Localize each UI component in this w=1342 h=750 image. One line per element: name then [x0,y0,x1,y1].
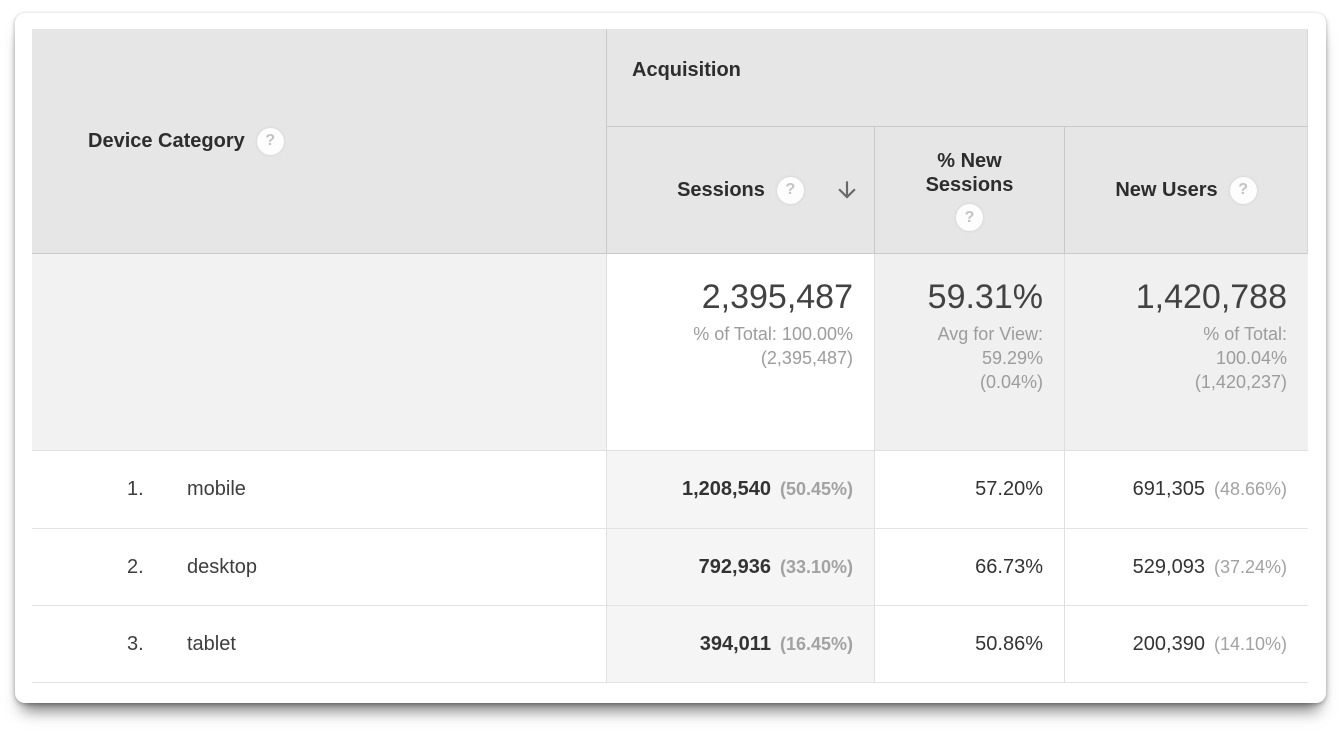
summary-sessions-line1: % of Total: 100.00% [693,324,853,344]
help-icon[interactable]: ? [956,204,983,231]
new-users-value: 200,390 [1132,632,1205,655]
sessions-percent: (16.45%) [779,633,853,654]
summary-percent-new-sessions: 59.31% Avg for View: 59.29% (0.04%) [874,254,1064,451]
table-cell-new-users: 529,093 (37.24%) [1064,529,1308,606]
summary-sessions: 2,395,487 % of Total: 100.00% (2,395,487… [606,254,874,451]
summary-new-sessions-line3: (0.04%) [979,372,1043,392]
summary-new-users-line2: 100.04% [1215,348,1287,368]
new-sessions-value: 66.73% [975,555,1043,578]
sort-descending-icon[interactable] [834,177,860,203]
row-index: 2. [127,555,144,578]
table-cell-sessions: 1,208,540 (50.45%) [606,451,874,529]
sessions-value: 394,011 [699,632,771,655]
percent-new-sessions-label: % New Sessions [925,150,1014,196]
acquisition-label: Acquisition [632,59,741,81]
table-cell-percent-new-sessions: 50.86% [874,606,1064,683]
row-dimension-value: desktop [187,555,258,578]
new-users-percent: (37.24%) [1213,556,1287,577]
row-index: 1. [127,478,144,500]
summary-new-users-line3: (1,420,237) [1194,372,1287,392]
summary-new-sessions-line1: Avg for View: [937,324,1043,344]
sessions-value: 1,208,540 [681,478,771,500]
summary-dimension-cell [32,254,606,451]
screenshot-frame: Device Category ? Acquisition Sessions ?… [15,13,1326,703]
sessions-value: 792,936 [698,555,771,578]
new-users-percent: (14.10%) [1213,633,1287,654]
column-header-new-users[interactable]: New Users ? [1064,127,1308,254]
new-users-percent: (48.66%) [1213,479,1287,499]
new-users-value: 529,093 [1132,555,1205,578]
summary-sessions-value: 2,395,487 [701,278,853,316]
column-header-percent-new-sessions[interactable]: % New Sessions ? [874,127,1064,254]
group-header-acquisition: Acquisition [606,29,1308,127]
new-users-label: New Users [1115,178,1218,201]
help-icon[interactable]: ? [1229,176,1257,204]
summary-new-users: 1,420,788 % of Total: 100.04% (1,420,237… [1064,254,1308,451]
table-row-label: 3. tablet [32,606,606,683]
help-icon[interactable]: ? [256,127,284,155]
column-header-sessions[interactable]: Sessions ? [606,127,874,254]
new-sessions-value: 50.86% [975,632,1043,655]
sessions-percent: (33.10%) [779,556,853,577]
summary-new-sessions-value: 59.31% [927,278,1043,316]
device-category-label: Device Category [88,129,245,152]
table-cell-percent-new-sessions: 66.73% [874,529,1064,606]
table-cell-sessions: 394,011 (16.45%) [606,606,874,683]
table-cell-percent-new-sessions: 57.20% [874,451,1064,529]
table-cell-new-users: 691,305 (48.66%) [1064,451,1308,529]
row-dimension-value: mobile [187,478,246,500]
help-icon[interactable]: ? [776,176,804,204]
analytics-data-table: Device Category ? Acquisition Sessions ?… [32,29,1308,683]
column-header-device-category[interactable]: Device Category ? [32,29,606,254]
new-sessions-value: 57.20% [975,478,1043,500]
new-users-value: 691,305 [1132,478,1205,500]
summary-new-users-line1: % of Total: [1203,324,1287,344]
table-cell-new-users: 200,390 (14.10%) [1064,606,1308,683]
table-row-label: 2. desktop [32,529,606,606]
table-row-label: 1. mobile [32,451,606,529]
table-cell-sessions: 792,936 (33.10%) [606,529,874,606]
summary-new-users-value: 1,420,788 [1135,278,1287,316]
sessions-percent: (50.45%) [779,479,853,499]
row-dimension-value: tablet [187,632,236,655]
summary-new-sessions-line2: 59.29% [981,348,1043,368]
sessions-label: Sessions [677,178,765,201]
summary-sessions-line2: (2,395,487) [760,348,853,368]
row-index: 3. [127,632,144,655]
